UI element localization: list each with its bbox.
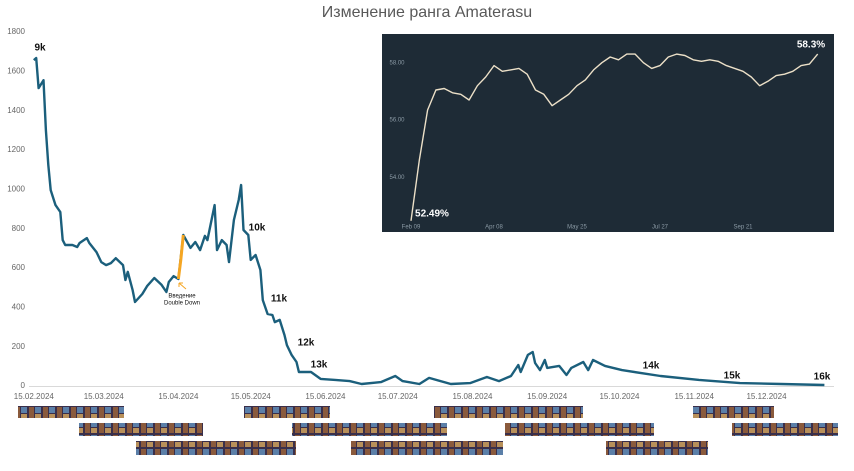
hero-strip [136, 441, 296, 455]
rank-annotation: 13k [311, 360, 328, 371]
y-tick-label: 400 [12, 302, 26, 311]
rank-annotation: 14k [643, 361, 660, 372]
hero-strip [351, 441, 503, 455]
chart-title: Изменение ранга Amaterasu [322, 4, 532, 21]
x-tick-label: 15.09.2024 [527, 392, 568, 401]
y-tick-label: 54.00 [389, 175, 405, 181]
y-tick-label: 1400 [7, 106, 25, 115]
hero-strip [732, 423, 838, 436]
y-tick-label: 56.00 [389, 118, 405, 124]
x-tick-label: Feb 09 [402, 225, 421, 231]
series-line [410, 53, 819, 221]
note-arrow [178, 282, 187, 290]
inset-panel [382, 34, 834, 232]
series-line [176, 234, 185, 280]
y-tick-label: 1600 [7, 66, 25, 75]
rank-annotation: 16k [814, 372, 831, 383]
hero-strip [79, 423, 203, 436]
hero-strip [505, 423, 654, 436]
x-tick-label: 15.08.2024 [452, 392, 493, 401]
rank-annotation: 11k [271, 294, 288, 305]
x-tick-label: 15.06.2024 [305, 392, 346, 401]
x-tick-label: Apr 08 [485, 225, 503, 231]
note: Double Down [164, 301, 200, 307]
x-tick-label: Sep 21 [733, 225, 753, 231]
y-tick-label: 800 [12, 224, 26, 233]
x-tick-label: 15.02.2024 [14, 392, 55, 401]
x-tick-label: 15.05.2024 [231, 392, 272, 401]
y-tick-label: 58.00 [389, 60, 405, 66]
hero-strip [244, 406, 330, 418]
series-line [33, 56, 825, 387]
y-tick-label: 1800 [7, 27, 25, 36]
hero-strip [606, 441, 708, 455]
y-tick-label: 200 [12, 342, 26, 351]
x-tick-label: 15.07.2024 [378, 392, 419, 401]
x-tick-label: 15.11.2024 [674, 392, 714, 401]
x-tick-label: 15.04.2024 [158, 392, 199, 401]
y-tick-label: 1200 [7, 145, 25, 154]
y-tick-label: 1000 [7, 184, 25, 193]
x-tick-label: 15.12.2024 [746, 392, 787, 401]
y-tick-label: 600 [12, 263, 26, 272]
x-tick-label: 15.03.2024 [84, 392, 125, 401]
x-tick-label: May 25 [567, 225, 587, 231]
end-label: 58.3% [797, 40, 825, 51]
rank-annotation: 9k [34, 43, 46, 54]
hero-strip [693, 406, 774, 418]
rank-annotation: 10k [249, 223, 266, 234]
note: Введение [168, 294, 196, 300]
rank-annotation: 12k [298, 338, 315, 349]
hero-strips [18, 406, 838, 455]
start-label: 52.49% [415, 209, 449, 220]
x-tick-label: Jul 27 [652, 225, 669, 231]
hero-strip [18, 406, 124, 418]
hero-strip [434, 406, 583, 418]
hero-strip [292, 423, 447, 436]
x-tick-label: 15.10.2024 [599, 392, 640, 401]
rank-annotation: 15k [724, 371, 741, 382]
y-tick-label: 0 [21, 381, 26, 390]
